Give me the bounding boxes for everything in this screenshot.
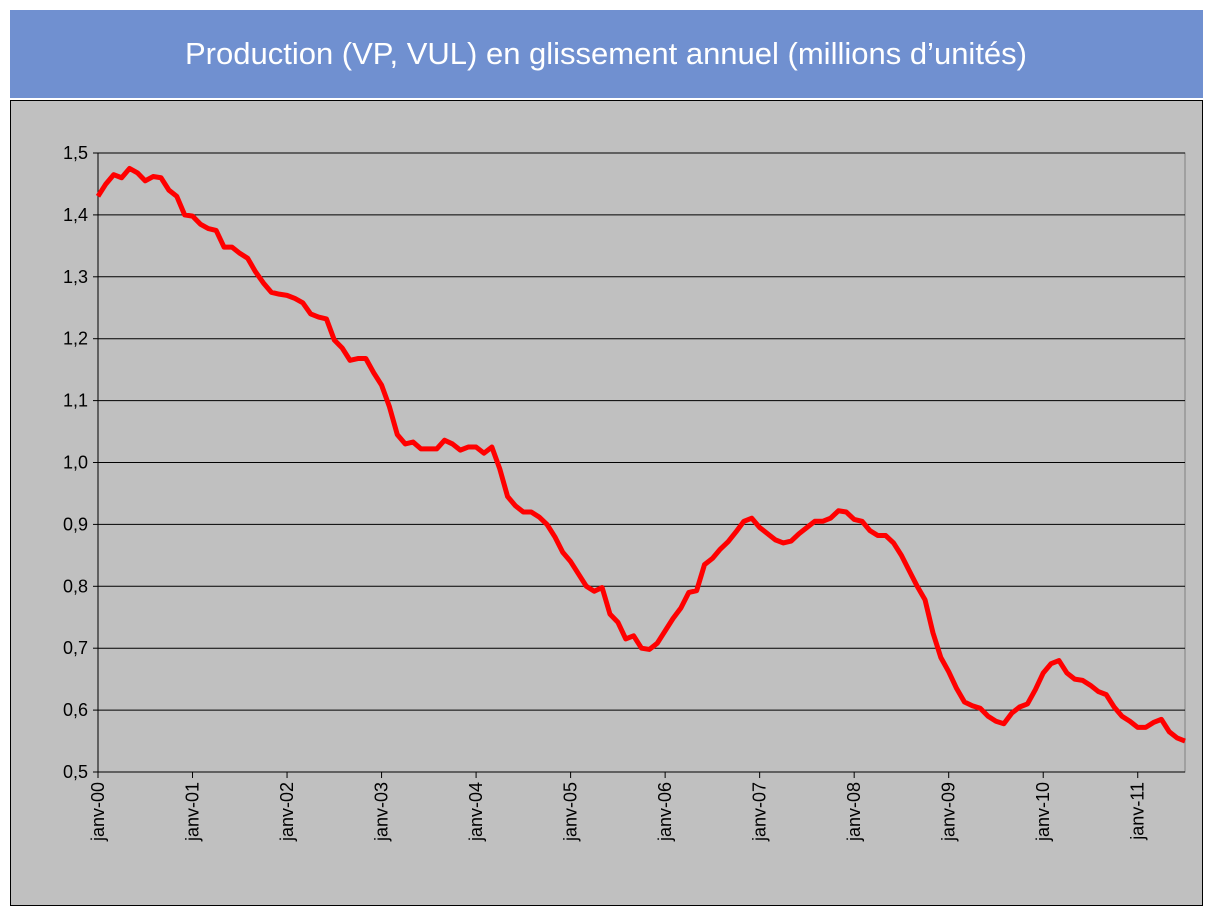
chart-title: Production (VP, VUL) en glissement annue… [185,36,1027,71]
x-tick-label: janv-09 [939,782,959,842]
y-tick-label: 1,1 [63,391,88,411]
x-tick-label: janv-00 [88,782,108,842]
y-tick-label: 1,3 [63,267,88,287]
x-tick-label: janv-07 [750,782,770,842]
x-tick-label: janv-04 [466,782,486,842]
x-tick-label: janv-01 [183,782,203,842]
x-tick-label: janv-05 [561,782,581,842]
y-tick-label: 1,4 [63,205,88,225]
x-tick-label: janv-02 [277,782,297,842]
y-tick-label: 0,6 [63,700,88,720]
x-tick-label: janv-11 [1128,782,1148,841]
y-tick-label: 0,9 [63,514,88,534]
data-line [95,165,1186,744]
title-bar [10,10,1203,98]
x-tick-label: janv-06 [655,782,675,842]
y-tick-label: 0,8 [63,576,88,596]
y-tick-label: 1,2 [63,329,88,349]
y-tick-label: 0,7 [63,638,88,658]
y-tick-label: 1,0 [63,453,88,473]
y-tick-label: 1,5 [63,143,88,163]
y-tick-label: 0,5 [63,762,88,782]
x-tick-label: janv-10 [1033,782,1053,842]
x-tick-label: janv-08 [844,782,864,842]
x-tick-label: janv-03 [372,782,392,842]
